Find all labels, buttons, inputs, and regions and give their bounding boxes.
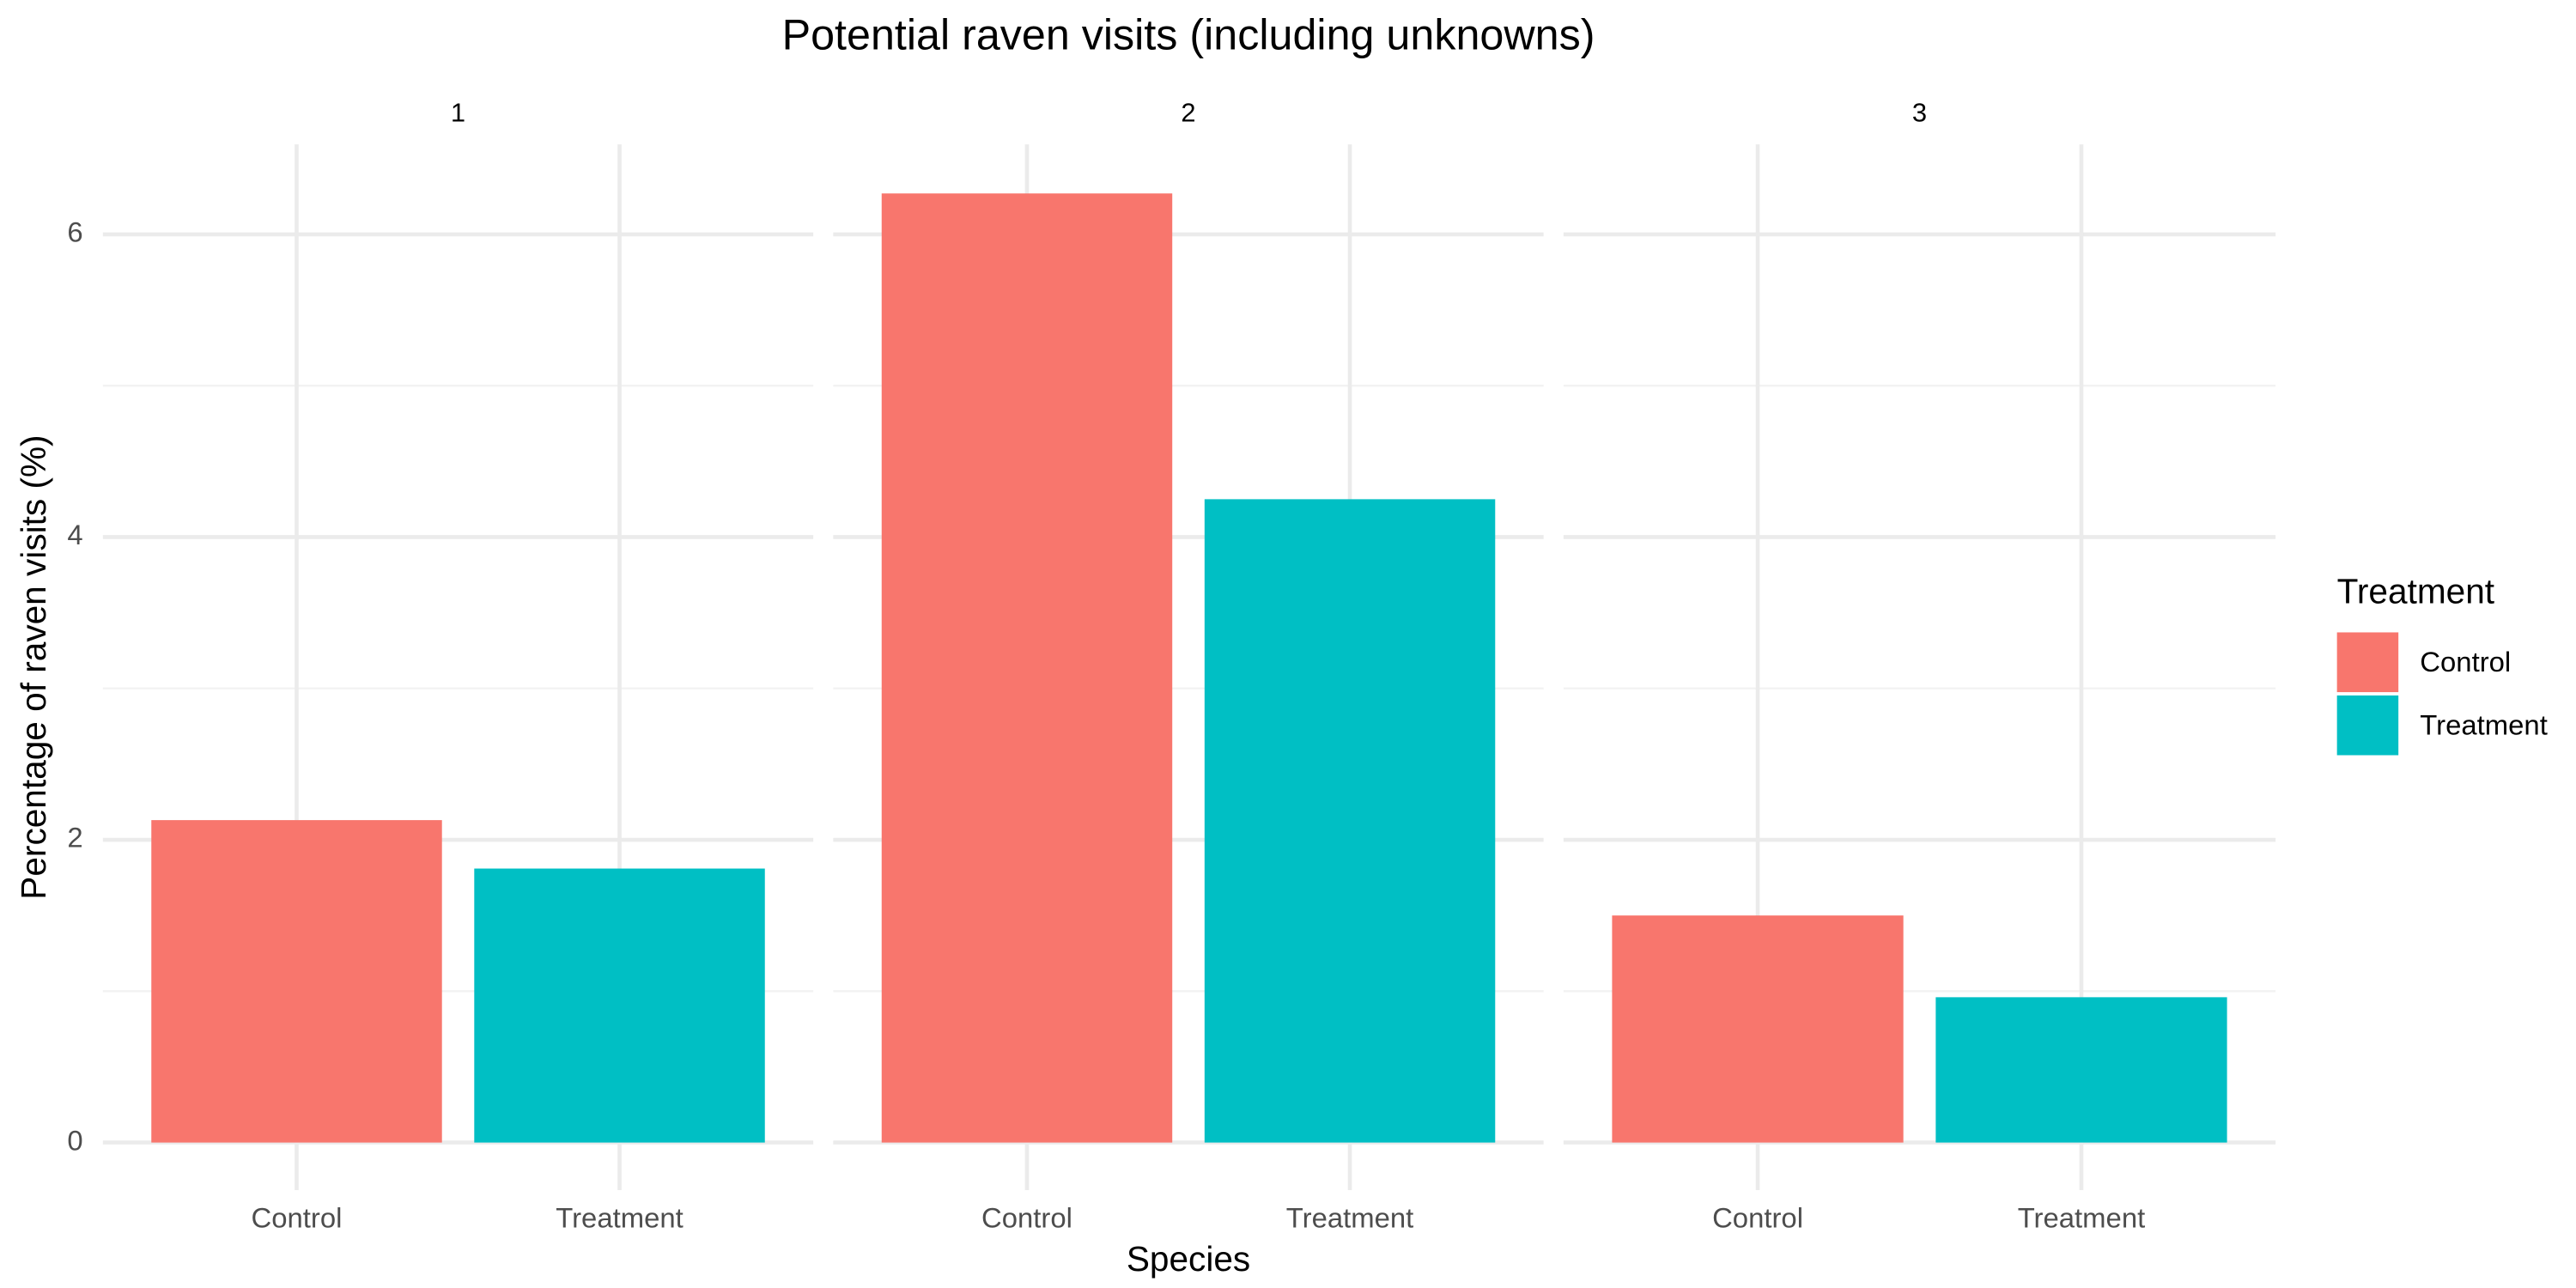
- legend-title: Treatment: [2337, 572, 2494, 611]
- x-tick-label: Treatment: [2018, 1201, 2146, 1233]
- y-tick-label: 4: [67, 519, 82, 550]
- facet-label: 3: [1912, 98, 1927, 128]
- facet-label: 2: [1181, 98, 1195, 128]
- bar: [151, 820, 442, 1143]
- bar: [474, 868, 765, 1143]
- bar: [1204, 499, 1496, 1143]
- bar: [1935, 997, 2227, 1143]
- chart-title: Potential raven visits (including unknow…: [782, 11, 1595, 59]
- bar: [881, 193, 1173, 1143]
- x-axis-title: Species: [1127, 1239, 1250, 1279]
- x-tick-label: Treatment: [556, 1201, 683, 1233]
- x-tick-label: Control: [1712, 1201, 1803, 1233]
- legend-key: [2336, 695, 2399, 756]
- x-tick-label: Treatment: [1286, 1201, 1414, 1233]
- legend-label: Control: [2420, 646, 2511, 677]
- legend-key: [2336, 632, 2399, 693]
- bar: [1612, 915, 1904, 1143]
- y-tick-label: 0: [67, 1124, 82, 1156]
- legend-label: Treatment: [2420, 708, 2548, 740]
- y-tick-label: 2: [67, 822, 82, 854]
- y-tick-label: 6: [67, 216, 82, 248]
- facet-label: 1: [451, 98, 465, 128]
- y-axis-title: Percentage of raven visits (%): [14, 434, 53, 899]
- x-tick-label: Control: [981, 1201, 1072, 1233]
- x-tick-label: Control: [252, 1201, 343, 1233]
